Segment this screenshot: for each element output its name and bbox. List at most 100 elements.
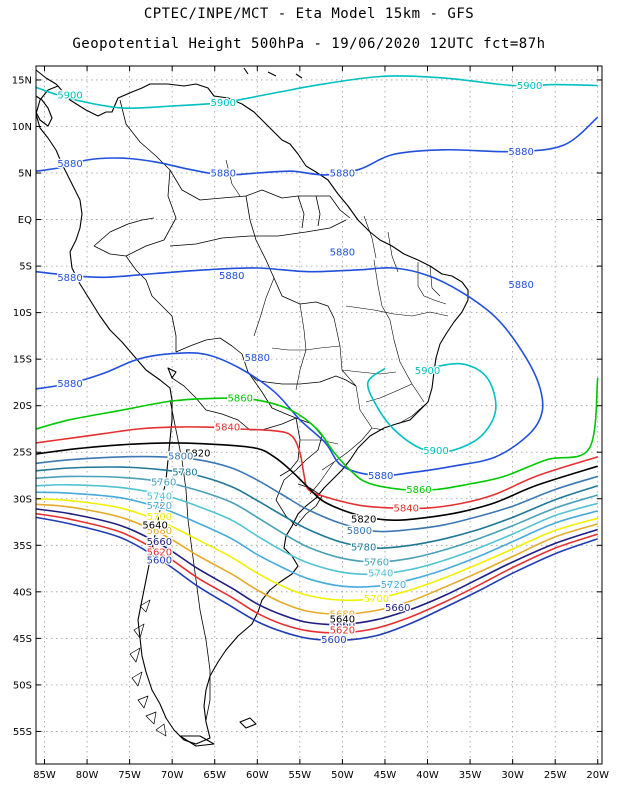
lon-tick-label: 75W [118, 770, 141, 781]
contour-5620-label: 5620 [147, 547, 172, 558]
contour-5680-line [35, 503, 598, 616]
country-borders [93, 99, 357, 721]
lat-tick-label: 30S [13, 494, 32, 505]
contour-5880-label: 5880 [508, 147, 533, 158]
contour-5880-label: 5880 [330, 248, 355, 259]
contour-5900-label: 5900 [211, 98, 236, 109]
lat-tick-label: 25S [13, 448, 32, 459]
contour-lines [35, 75, 599, 642]
lon-tick-label: 60W [246, 770, 269, 781]
lon-tick-label: 45W [374, 770, 397, 781]
contour-5660-line [35, 508, 598, 626]
contour-5840-line [35, 426, 598, 510]
lat-tick-label: 15S [13, 355, 32, 366]
contour-5620-label: 5620 [330, 625, 355, 636]
lon-tick-label: 35W [459, 770, 482, 781]
contour-5760-line [35, 475, 598, 563]
contour-5860-line [35, 377, 599, 492]
contour-5720-label: 5720 [381, 580, 406, 591]
contour-5840-label: 5840 [215, 423, 240, 434]
lat-tick-label: 10N [12, 122, 32, 133]
lat-tick-label: 5S [19, 262, 32, 273]
contour-5640-label: 5640 [142, 520, 167, 531]
lat-tick-label: 20S [13, 401, 32, 412]
contour-5660-label: 5660 [385, 603, 410, 614]
state-borders [225, 159, 449, 495]
contour-5900-label: 5900 [57, 90, 82, 101]
lat-tick-label: 35S [13, 541, 32, 552]
contour-5820-line [35, 442, 598, 522]
contour-5600-label: 5600 [321, 635, 346, 646]
lon-tick-label: 85W [33, 770, 56, 781]
lon-tick-label: 70W [161, 770, 184, 781]
title-line-1: CPTEC/INPE/MCT - Eta Model 15km - GFS [143, 6, 475, 22]
amazon-river [169, 219, 347, 247]
contour-5640-label: 5640 [330, 614, 355, 625]
contour-5700-line [35, 498, 598, 602]
contour-5840-label: 5840 [394, 504, 419, 515]
contour-5760-label: 5760 [151, 478, 176, 489]
lon-tick-label: 20W [586, 770, 609, 781]
contour-5660-label: 5660 [330, 620, 355, 631]
contour-5860-label: 5860 [228, 394, 253, 405]
tierra-del-fuego [179, 735, 215, 747]
contour-5900-line [35, 75, 598, 110]
contour-5880-label: 5880 [219, 271, 244, 282]
contour-5600-line [35, 516, 598, 642]
grid-lines [36, 66, 602, 764]
contour-5820-label: 5820 [351, 515, 376, 526]
chile-fjords [129, 599, 167, 737]
contour-5660-label: 5660 [147, 537, 172, 548]
contour-5740-line [35, 483, 598, 576]
map-frame [35, 65, 603, 765]
lat-tick-label: 55S [13, 727, 32, 738]
contour-5740-label: 5740 [147, 491, 172, 502]
contour-5880-label: 5880 [57, 159, 82, 170]
contour-5720-line [35, 491, 598, 588]
contour-5880-label: 5880 [508, 280, 533, 291]
contour-5900-label: 5900 [415, 366, 440, 377]
contour-5900-label: 5900 [517, 81, 542, 92]
lat-tick-label: 45S [13, 634, 32, 645]
contour-5880-label: 5880 [57, 379, 82, 390]
contour-5880-line [35, 116, 599, 176]
contour-5880-label: 5880 [57, 273, 82, 284]
contour-5620-line [35, 512, 598, 634]
caribbean-islands [243, 67, 303, 79]
contour-5900-label: 5900 [423, 446, 448, 457]
contour-5800-line [35, 455, 598, 533]
lon-tick-label: 55W [289, 770, 312, 781]
lat-tick-label: 5N [18, 169, 32, 180]
contour-5880-label: 5880 [211, 169, 236, 180]
land-outlines [35, 67, 469, 747]
contour-5780-line [35, 466, 598, 549]
lon-tick-label: 25W [544, 770, 567, 781]
contour-5700-label: 5700 [147, 512, 172, 523]
central-america-coastline [35, 69, 59, 127]
contour-5880-label: 5880 [245, 353, 270, 364]
contour-5900-line [366, 362, 497, 454]
axis-ticks: 15N 10N 5N EQ 5S 10S 15S 20S 25S 30S 35S 40S 45S 50S 5… [12, 66, 609, 781]
title-line-2: Geopotential Height 500hPa - 19/06/2020 … [72, 36, 546, 52]
falkland-islands [239, 717, 257, 729]
contour-5780-label: 5780 [351, 543, 376, 554]
lat-tick-label: 50S [13, 680, 32, 691]
contour-5800-label: 5800 [347, 526, 372, 537]
contour-5720-label: 5720 [147, 501, 172, 512]
lake-titicaca [167, 367, 177, 379]
contour-5760-label: 5760 [364, 558, 389, 569]
lat-tick-label: 10S [13, 308, 32, 319]
contour-5800-label: 5800 [168, 451, 193, 462]
south-america-coastline [35, 83, 469, 745]
lon-tick-label: 80W [76, 770, 99, 781]
lon-tick-label: 65W [203, 770, 226, 781]
contour-5780-label: 5780 [172, 467, 197, 478]
contour-5680-label: 5680 [147, 526, 172, 537]
lat-tick-label: EQ [18, 215, 32, 226]
contour-5860-label: 5860 [406, 485, 431, 496]
lon-tick-label: 50W [331, 770, 354, 781]
contour-5880-label: 5880 [368, 471, 393, 482]
lon-tick-label: 30W [501, 770, 524, 781]
contour-5820-label: 5820 [185, 449, 210, 460]
